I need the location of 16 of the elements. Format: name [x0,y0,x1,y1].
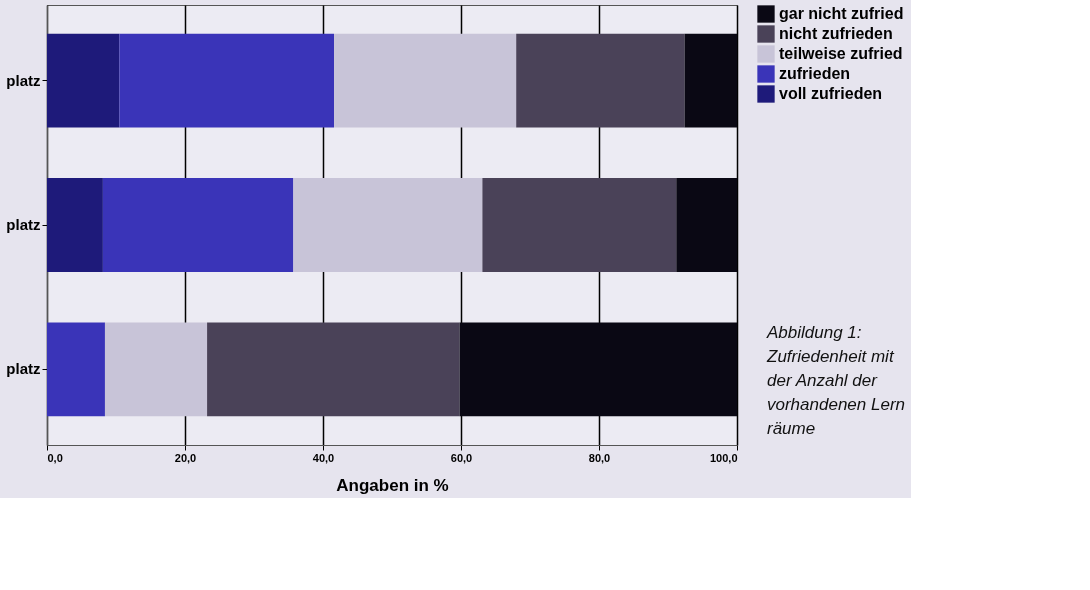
legend-label: voll zufrieden [779,85,883,102]
text: Abbildung 1: Zufriedenheit mit der Anzahl der vorhandenen Lern räume [766,323,906,438]
x-axis-title: Angaben in % [336,475,449,495]
x-tick-label: 40,0 [312,451,335,464]
x-tick-label: 60,0 [450,451,473,464]
x-tick-label: 0,0 [47,451,63,464]
y-tick-label: platz [6,71,41,89]
legend-label: zufrieden [779,65,851,82]
x-tick-label: 20,0 [174,451,197,464]
legend-label: gar nicht zufried [779,5,904,22]
y-tick-label: platz [6,216,41,233]
y-tick-label: platz [6,360,41,378]
x-tick-label: 100,0 [709,451,738,464]
legend-label: nicht zufrieden [779,25,893,42]
legend-label: teilweise zufried [779,45,903,62]
x-tick-label: 80,0 [588,451,611,464]
